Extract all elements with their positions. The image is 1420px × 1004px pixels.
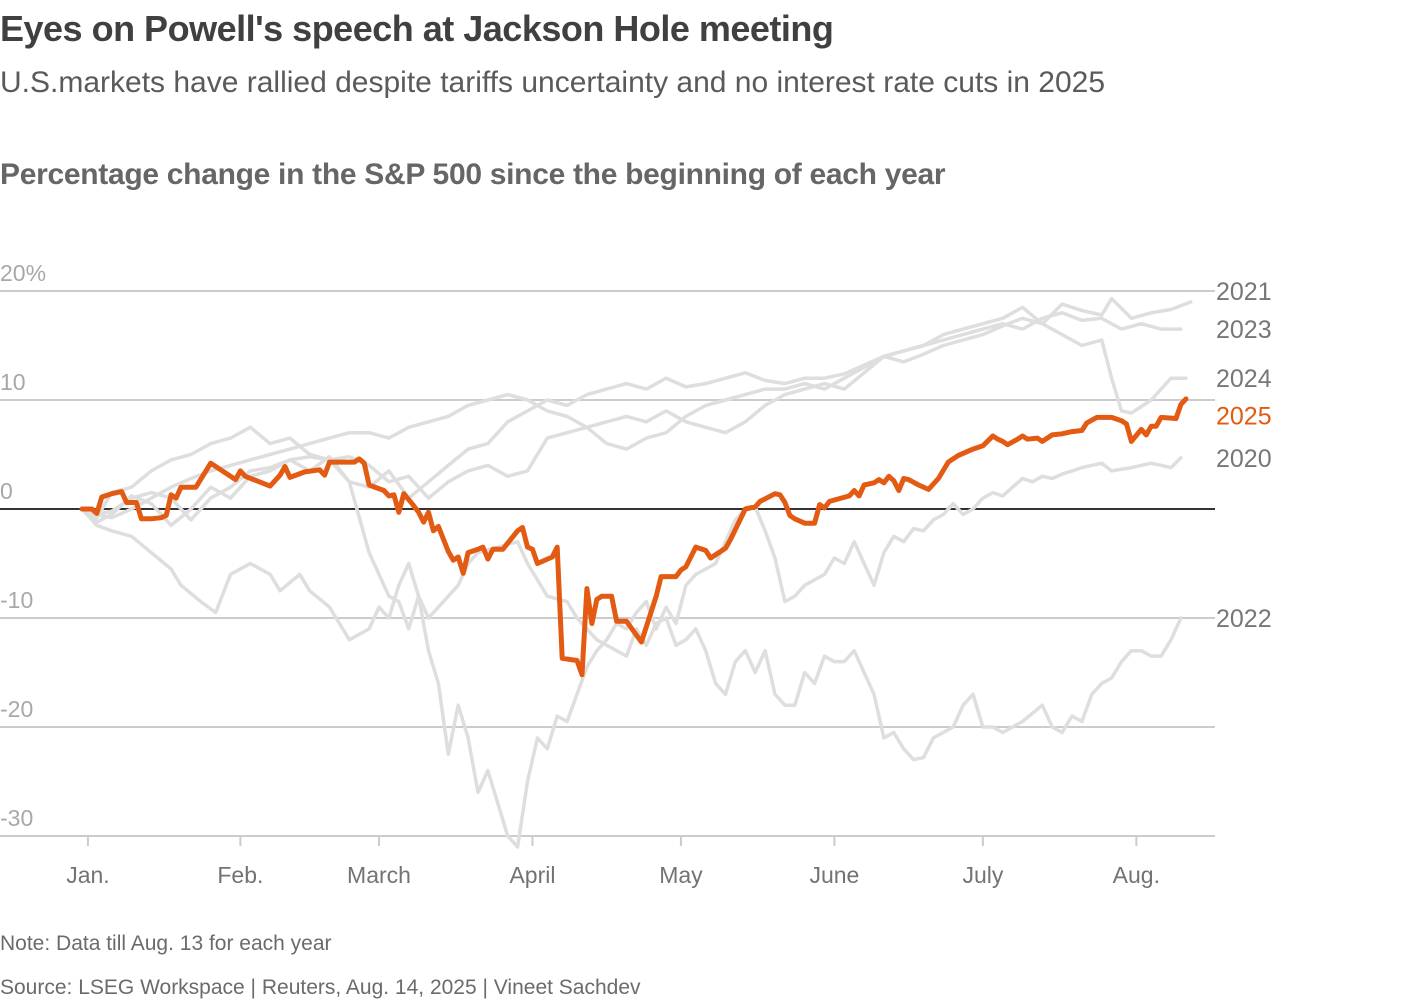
series-line-2024 <box>80 305 1188 520</box>
x-tick-label: July <box>962 862 1003 888</box>
x-axis: Jan. Feb. March April May June July Aug. <box>66 836 1160 888</box>
y-axis-tick-labels: 20% 10 0 -10 -20 -30 <box>0 260 46 831</box>
series-line-2020 <box>80 454 1183 849</box>
series-line-2021 <box>80 296 1193 528</box>
y-tick-label: 0 <box>0 478 13 504</box>
page-title: Eyes on Powell's speech at Jackson Hole … <box>0 8 834 49</box>
chart-title: Percentage change in the S&P 500 since t… <box>0 158 946 191</box>
series-label-2025: 2025 <box>1216 402 1272 430</box>
y-tick-label: -10 <box>0 587 33 613</box>
x-tick-label: Aug. <box>1113 862 1160 888</box>
x-tick-label: Jan. <box>66 862 109 888</box>
y-tick-label: 20% <box>0 260 46 286</box>
gridlines <box>0 290 1215 837</box>
x-tick-label: March <box>347 862 411 888</box>
series-label-2021: 2021 <box>1216 278 1272 306</box>
y-tick-label: -30 <box>0 805 33 831</box>
series-label-2020: 2020 <box>1216 445 1272 473</box>
chart-source: Source: LSEG Workspace | Reuters, Aug. 1… <box>0 976 641 999</box>
line-chart: 20% 10 0 -10 -20 -30 Jan. Feb. March April May Jun… <box>0 260 1272 888</box>
series-label-2022: 2022 <box>1216 605 1272 633</box>
x-tick-label: May <box>659 862 703 888</box>
series-label-2024: 2024 <box>1216 365 1272 393</box>
x-tick-label: June <box>809 862 859 888</box>
x-tick-label: April <box>509 862 555 888</box>
series-line-2022 <box>80 507 1183 762</box>
x-tick-label: Feb. <box>217 862 263 888</box>
page-subtitle: U.S.markets have rallied despite tariffs… <box>0 66 1106 99</box>
series-line-2025 <box>79 396 1189 678</box>
series-label-2023: 2023 <box>1216 316 1272 344</box>
series-end-labels: 2021 2023 2024 2025 2020 2022 <box>1216 278 1272 633</box>
series-lines <box>79 296 1193 849</box>
chart-note: Note: Data till Aug. 13 for each year <box>0 932 332 955</box>
series-line-2023 <box>80 311 1183 520</box>
y-tick-label: 10 <box>0 369 26 395</box>
y-tick-label: -20 <box>0 696 33 722</box>
